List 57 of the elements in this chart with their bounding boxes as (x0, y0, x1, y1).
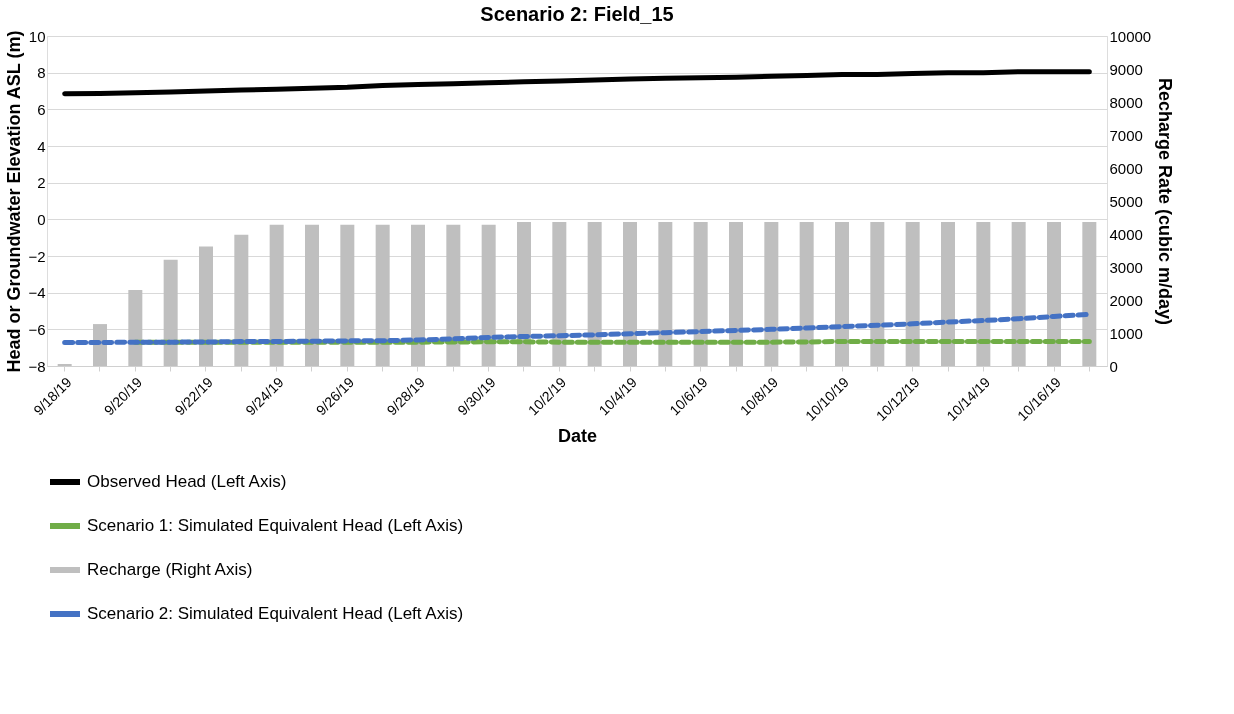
bar (1082, 222, 1097, 366)
y2-tick-label: 2000 (1109, 291, 1143, 309)
bar (163, 259, 178, 366)
y2-tick-label: 6000 (1109, 159, 1143, 177)
y-tick-label: −2 (28, 247, 46, 265)
chart-title: Scenario 2: Field_15 (480, 3, 674, 25)
y2-tick-label: 7000 (1109, 126, 1143, 144)
y-tick-label: 6 (37, 100, 46, 118)
y-tick-label: −8 (28, 357, 46, 375)
y2-tick-label: 3000 (1109, 258, 1143, 276)
bar (481, 224, 496, 366)
bar (375, 224, 390, 366)
legend-label: Scenario 2: Simulated Equivalent Head (Left Axis) (87, 604, 464, 623)
legend-label: Observed Head (Left Axis) (87, 472, 287, 491)
bar (552, 222, 567, 366)
bar (870, 222, 885, 366)
bar (305, 224, 319, 366)
y-tick-label: 10 (28, 27, 46, 45)
bar (623, 222, 637, 366)
y2-tick-label: 10000 (1109, 27, 1152, 45)
bar (234, 234, 249, 366)
bar (340, 224, 355, 366)
y2-tick-label: 5000 (1109, 192, 1143, 210)
y-axis-title: Head or Groundwater Elevation ASL (m) (4, 30, 25, 373)
bar (941, 222, 955, 366)
y-tick-label: −4 (28, 284, 46, 302)
y-tick-label: 2 (37, 174, 46, 192)
bar (269, 224, 284, 366)
bar (976, 222, 991, 366)
bar (517, 222, 531, 366)
bar (199, 246, 213, 366)
bar (764, 222, 779, 366)
legend-label: Recharge (Right Axis) (87, 560, 253, 579)
y-tick-label: −6 (28, 320, 46, 338)
y2-tick-label: 1000 (1109, 324, 1143, 342)
x-axis-title: Date (557, 425, 598, 446)
bar (446, 224, 461, 366)
bar (799, 222, 814, 366)
y2-tick-label: 4000 (1109, 225, 1143, 243)
bar (835, 222, 849, 366)
bar (128, 290, 143, 366)
bar (693, 222, 708, 366)
bar (411, 224, 425, 366)
y-tick-label: 4 (37, 137, 46, 155)
bar (1047, 222, 1061, 366)
legend-label: Scenario 1: Simulated Equivalent Head (Left Axis) (87, 516, 464, 535)
bar (905, 222, 920, 366)
y2-tick-label: 9000 (1109, 60, 1143, 78)
y2-tick-label: 8000 (1109, 93, 1143, 111)
y2-tick-label: 0 (1109, 357, 1118, 375)
bar (658, 222, 673, 366)
bar (1011, 222, 1026, 366)
y-tick-label: 8 (37, 64, 46, 82)
y-tick-label: 0 (37, 210, 46, 228)
bar (587, 222, 602, 366)
y2-axis-title: Recharge Rate (cubic m/day) (1155, 77, 1176, 326)
bar (729, 222, 743, 366)
